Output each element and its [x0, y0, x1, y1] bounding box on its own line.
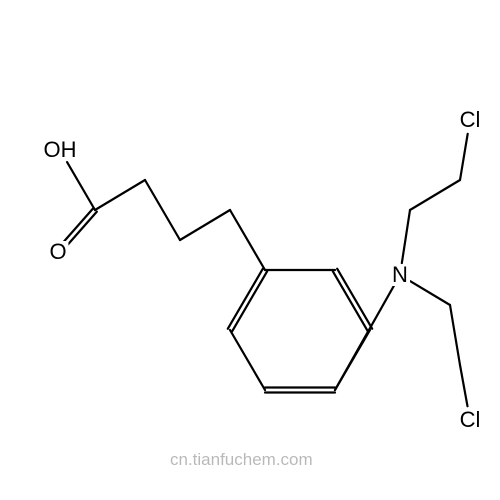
atom-o2: O — [47, 241, 68, 263]
structure-canvas: OH O N Cl Cl cn.tianfuchem.com — [0, 0, 500, 500]
atom-cl2: Cl — [458, 409, 483, 431]
atom-cl1: Cl — [458, 109, 483, 131]
watermark-text: cn.tianfuchem.com — [170, 450, 313, 470]
atom-n: N — [390, 264, 410, 286]
atom-oh: OH — [42, 139, 79, 161]
bond-layer — [0, 0, 500, 500]
